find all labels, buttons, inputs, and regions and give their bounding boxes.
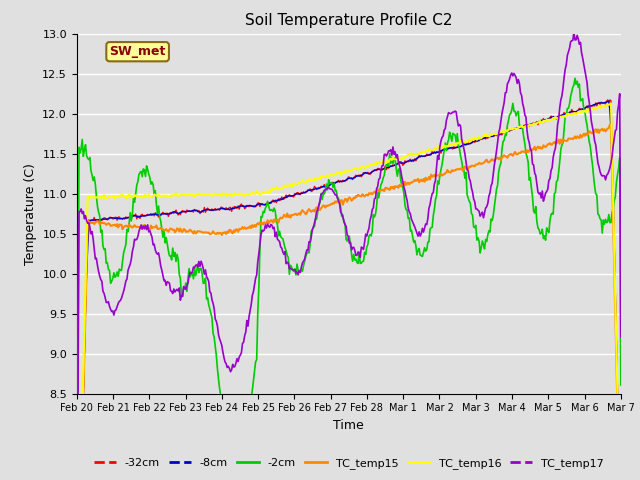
TC_temp17 bbox=[519, 101, 527, 107]
TC_temp17 bbox=[367, 213, 375, 219]
-32cm bbox=[335, 178, 342, 183]
-2cm bbox=[617, 382, 625, 388]
X-axis label: Time: Time bbox=[333, 419, 364, 432]
-32cm bbox=[367, 170, 375, 176]
TC_temp15 bbox=[519, 148, 527, 154]
-2cm bbox=[397, 176, 404, 182]
-2cm bbox=[519, 127, 527, 132]
TC_temp15 bbox=[367, 190, 375, 196]
TC_temp17 bbox=[397, 167, 404, 172]
-8cm bbox=[397, 160, 404, 166]
-2cm bbox=[335, 195, 342, 201]
TC_temp16 bbox=[397, 156, 404, 162]
Line: -2cm: -2cm bbox=[77, 78, 621, 480]
TC_temp16 bbox=[335, 170, 342, 176]
Legend: -32cm, -8cm, -2cm, TC_temp15, TC_temp16, TC_temp17: -32cm, -8cm, -2cm, TC_temp15, TC_temp16,… bbox=[89, 453, 609, 473]
Line: TC_temp15: TC_temp15 bbox=[77, 125, 621, 480]
-2cm bbox=[571, 75, 579, 81]
Line: TC_temp16: TC_temp16 bbox=[77, 103, 621, 480]
-8cm bbox=[605, 98, 612, 104]
-8cm bbox=[332, 180, 339, 186]
-8cm bbox=[604, 98, 612, 104]
Line: -32cm: -32cm bbox=[77, 100, 621, 480]
TC_temp17 bbox=[335, 198, 342, 204]
Text: SW_met: SW_met bbox=[109, 45, 166, 58]
TC_temp17 bbox=[570, 29, 578, 35]
TC_temp15 bbox=[606, 122, 614, 128]
TC_temp16 bbox=[519, 124, 527, 130]
Title: Soil Temperature Profile C2: Soil Temperature Profile C2 bbox=[245, 13, 452, 28]
TC_temp16 bbox=[607, 100, 615, 106]
TC_temp16 bbox=[367, 162, 375, 168]
-2cm bbox=[605, 212, 612, 217]
-32cm bbox=[519, 126, 527, 132]
TC_temp15 bbox=[604, 126, 612, 132]
Y-axis label: Temperature (C): Temperature (C) bbox=[24, 163, 36, 264]
TC_temp17 bbox=[617, 334, 625, 340]
Line: -8cm: -8cm bbox=[77, 101, 621, 480]
-8cm bbox=[519, 124, 527, 130]
TC_temp16 bbox=[332, 172, 339, 178]
-2cm bbox=[367, 233, 375, 239]
-32cm bbox=[605, 99, 612, 105]
TC_temp17 bbox=[605, 168, 612, 174]
Line: TC_temp17: TC_temp17 bbox=[77, 32, 621, 480]
-8cm bbox=[367, 170, 375, 176]
TC_temp15 bbox=[335, 199, 342, 204]
-8cm bbox=[335, 179, 342, 184]
TC_temp16 bbox=[604, 102, 612, 108]
-32cm bbox=[332, 180, 339, 186]
TC_temp15 bbox=[397, 183, 404, 189]
TC_temp17 bbox=[332, 192, 339, 198]
-32cm bbox=[397, 159, 404, 165]
-32cm bbox=[604, 97, 612, 103]
TC_temp15 bbox=[332, 199, 339, 204]
-2cm bbox=[332, 188, 339, 193]
